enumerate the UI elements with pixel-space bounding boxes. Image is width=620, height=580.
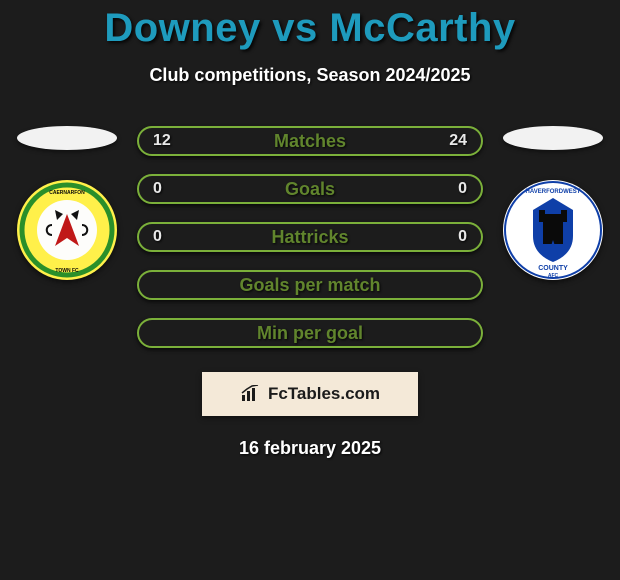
bar-chart-icon (240, 385, 262, 403)
left-side: CAERNARFON TOWN FC (17, 126, 117, 280)
footer-date: 16 february 2025 (0, 438, 620, 459)
stat-row-mpg: Min per goal (137, 318, 483, 348)
left-club-badge: CAERNARFON TOWN FC (17, 180, 117, 280)
svg-text:CAERNARFON: CAERNARFON (49, 190, 85, 196)
left-oval (17, 126, 117, 150)
page-subtitle: Club competitions, Season 2024/2025 (0, 65, 620, 86)
stat-row-gpm: Goals per match (137, 270, 483, 300)
stat-label: Matches (274, 131, 346, 152)
stat-right-value: 24 (449, 132, 467, 150)
brand-box[interactable]: FcTables.com (202, 372, 418, 416)
stat-right-value: 0 (458, 228, 467, 246)
right-badge-svg: HAVERFORDWEST COUNTY AFC (503, 180, 603, 280)
stat-left-value: 0 (153, 180, 162, 198)
stat-label: Min per goal (257, 323, 363, 344)
svg-text:AFC: AFC (548, 273, 559, 279)
stats-column: 12 Matches 24 0 Goals 0 0 Hattricks 0 Go… (137, 126, 483, 348)
right-side: HAVERFORDWEST COUNTY AFC (503, 126, 603, 280)
svg-text:TOWN FC: TOWN FC (55, 268, 79, 274)
stat-label: Hattricks (271, 227, 348, 248)
stat-row-goals: 0 Goals 0 (137, 174, 483, 204)
right-oval (503, 126, 603, 150)
stat-left-value: 12 (153, 132, 171, 150)
stat-label: Goals per match (239, 275, 380, 296)
page-title: Downey vs McCarthy (0, 0, 620, 51)
stat-label: Goals (285, 179, 335, 200)
stat-row-hattricks: 0 Hattricks 0 (137, 222, 483, 252)
stat-left-value: 0 (153, 228, 162, 246)
main-layout: CAERNARFON TOWN FC 12 Matches 24 0 Goals… (0, 126, 620, 348)
svg-text:HAVERFORDWEST: HAVERFORDWEST (526, 189, 581, 195)
left-badge-svg: CAERNARFON TOWN FC (17, 180, 117, 280)
svg-text:COUNTY: COUNTY (538, 265, 568, 272)
stat-right-value: 0 (458, 180, 467, 198)
right-club-badge: HAVERFORDWEST COUNTY AFC (503, 180, 603, 280)
stat-row-matches: 12 Matches 24 (137, 126, 483, 156)
brand-text: FcTables.com (268, 384, 380, 404)
